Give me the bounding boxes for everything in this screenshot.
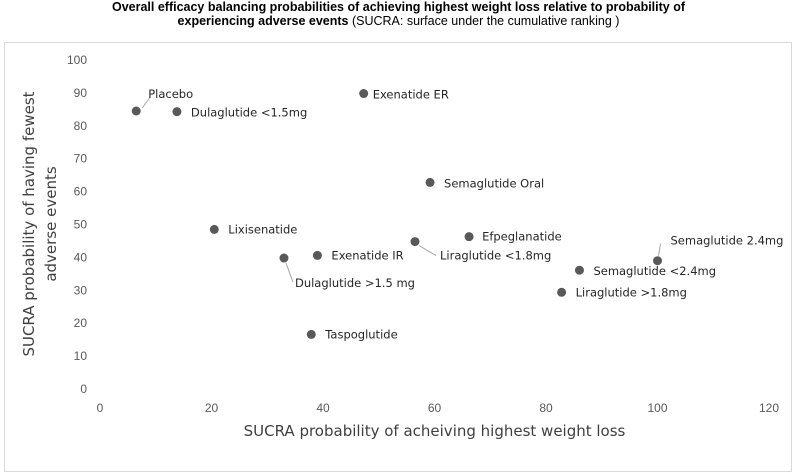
point-label-placebo: Placebo [148,87,193,101]
leader-line-dulaglutide-1-5-mg [285,262,294,283]
y-tick-label: 60 [74,185,88,199]
y-axis-title-line: SUCRA probability of having fewest [20,91,38,356]
leader-line-semaglutide-2-4mg [658,243,661,256]
y-tick-label: 100 [67,53,87,67]
leader-line-placebo [141,96,151,109]
point-label-exenatide-ir: Exenatide IR [331,248,403,262]
point-label-semaglutide-2-4mg: Semaglutide <2.4mg [593,264,716,278]
point-taspoglutide [306,329,316,339]
point-label-liraglutide-1-8mg: Liraglutide <1.8mg [440,249,551,263]
point-label-efpeglanatide: Efpeglanatide [482,230,562,244]
y-axis-title: SUCRA probability of having fewest advers… [20,91,60,356]
point-label-semaglutide-oral: Semaglutide Oral [444,176,544,190]
y-tick-label: 10 [74,349,88,363]
data-markers [131,89,662,339]
y-tick-label: 0 [80,382,87,396]
x-tick-label: 20 [205,401,219,415]
point-liraglutide-1-8mg [557,287,567,297]
point-label-dulaglutide-1-5-mg: Dulaglutide >1.5 mg [295,276,415,290]
point-lixisenatide [209,224,219,234]
x-tick-label: 100 [647,401,667,415]
point-semaglutide-oral [425,177,435,187]
y-axis-title-line: adverse events [42,166,60,282]
y-axis-ticks: 0 10 20 30 40 50 60 70 80 90 100 [67,53,87,396]
y-tick-label: 90 [74,86,88,100]
point-labels: Placebo Dulaglutide <1.5mg Exenatide ER Sem… [148,87,783,341]
point-placebo [131,106,141,116]
chart-title-line2-normal: (SUCRA: surface under the cumulative ran… [348,14,620,28]
point-semaglutide-2-4mg [653,256,662,266]
x-tick-label: 40 [316,401,330,415]
y-tick-label: 20 [74,316,88,330]
chart-title: Overall efficacy balancing probabilities… [0,0,797,28]
y-tick-label: 80 [74,119,88,133]
point-semaglutide-2-4mg [574,265,584,275]
point-label-lixisenatide: Lixisenatide [228,222,297,236]
x-tick-label: 80 [539,401,553,415]
y-tick-label: 70 [74,152,88,166]
leader-line-liraglutide-1-8mg [418,245,437,257]
leader-lines [141,96,661,283]
point-label-semaglutide-2-4mg: Semaglutide 2.4mg [671,234,784,248]
y-tick-label: 40 [74,250,88,264]
x-axis-title: SUCRA probability of acheiving highest w… [244,422,626,440]
chart-title-line1: Overall efficacy balancing probabilities… [111,0,686,14]
point-label-dulaglutide-1-5mg: Dulaglutide <1.5mg [191,106,307,120]
y-tick-label: 50 [74,218,88,232]
point-dulaglutide-1-5-mg [279,253,289,263]
point-label-taspoglutide: Taspoglutide [324,327,397,341]
point-exenatide-er [359,89,369,99]
point-label-exenatide-er: Exenatide ER [373,88,449,102]
point-exenatide-ir [312,250,322,260]
point-label-liraglutide-1-8mg: Liraglutide >1.8mg [576,285,687,299]
y-tick-label: 30 [74,283,88,297]
x-tick-label: 120 [759,401,779,415]
point-efpeglanatide [464,232,474,242]
chart-area [4,42,792,472]
x-tick-label: 0 [97,401,104,415]
point-liraglutide-1-8mg [410,237,420,247]
point-dulaglutide-1-5mg [172,107,182,117]
x-tick-label: 60 [428,401,442,415]
chart-title-line2-bold: experiencing adverse events [177,14,349,28]
x-axis-ticks: 0 20 40 60 80 100 120 [97,401,780,415]
